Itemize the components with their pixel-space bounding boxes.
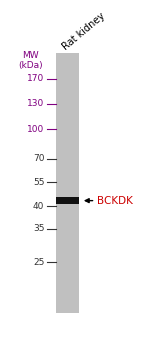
Text: 35: 35: [33, 224, 44, 233]
Text: Rat kidney: Rat kidney: [61, 11, 107, 52]
Text: 55: 55: [33, 178, 44, 187]
Text: BCKDK: BCKDK: [97, 195, 132, 206]
Text: 170: 170: [27, 74, 44, 83]
Bar: [56, 54, 79, 313]
Bar: [56, 197, 79, 204]
Text: 130: 130: [27, 99, 44, 108]
Text: 100: 100: [27, 124, 44, 134]
Text: 25: 25: [33, 258, 44, 267]
Text: 40: 40: [33, 202, 44, 211]
Text: MW
(kDa): MW (kDa): [18, 51, 43, 70]
Text: 70: 70: [33, 154, 44, 163]
